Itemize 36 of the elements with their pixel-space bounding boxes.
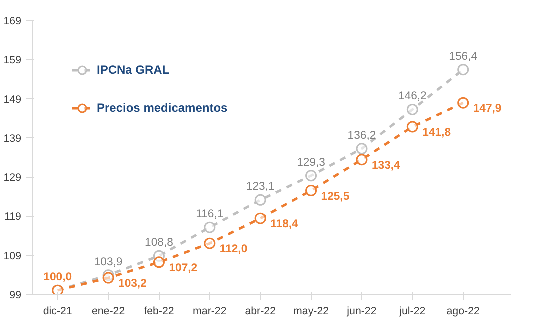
y-tick-label: 119 (4, 211, 22, 224)
y-tick-label: 99 (10, 290, 22, 302)
y-tick-label: 159 (4, 54, 22, 67)
legend-label: Precios medicamentos (97, 101, 228, 115)
x-tick-label: jun-22 (346, 306, 377, 318)
data-label: 108,8 (145, 237, 174, 250)
x-tick-label: mar-22 (193, 306, 227, 318)
y-tick-label: 129 (4, 172, 22, 184)
x-tick-label: ene-22 (92, 306, 126, 318)
data-label: 146,2 (398, 90, 427, 103)
x-tick-label: feb-22 (144, 306, 174, 318)
data-label: 156,4 (449, 50, 478, 63)
data-label: 136,2 (348, 130, 376, 142)
x-tick-label: jul-22 (398, 306, 426, 318)
y-tick-label: 149 (4, 94, 22, 106)
x-tick-label: ago-22 (446, 306, 480, 318)
data-label: 129,3 (297, 156, 326, 169)
x-tick-label: may-22 (294, 306, 330, 318)
x-tick-label: abr-22 (245, 306, 276, 318)
y-tick-label: 169 (4, 16, 22, 28)
data-label: 133,4 (372, 160, 402, 172)
data-label: 103,2 (118, 278, 147, 290)
data-label: 125,5 (321, 190, 350, 203)
data-label: 118,4 (270, 218, 300, 231)
data-label: 107,2 (169, 262, 198, 274)
data-label: 112,0 (220, 244, 248, 256)
data-label: 141,8 (422, 126, 452, 139)
legend-label: IPCNa GRAL (97, 63, 170, 77)
data-label: 147,9 (473, 103, 502, 116)
y-tick-label: 139 (4, 132, 22, 145)
data-label: 103,9 (94, 256, 123, 268)
data-label: 100,0 (44, 272, 72, 284)
data-label: 116,1 (196, 208, 224, 221)
x-tick-label: dic-21 (43, 306, 72, 318)
y-tick-label: 109 (4, 250, 22, 262)
data-label: 123,1 (246, 181, 275, 194)
